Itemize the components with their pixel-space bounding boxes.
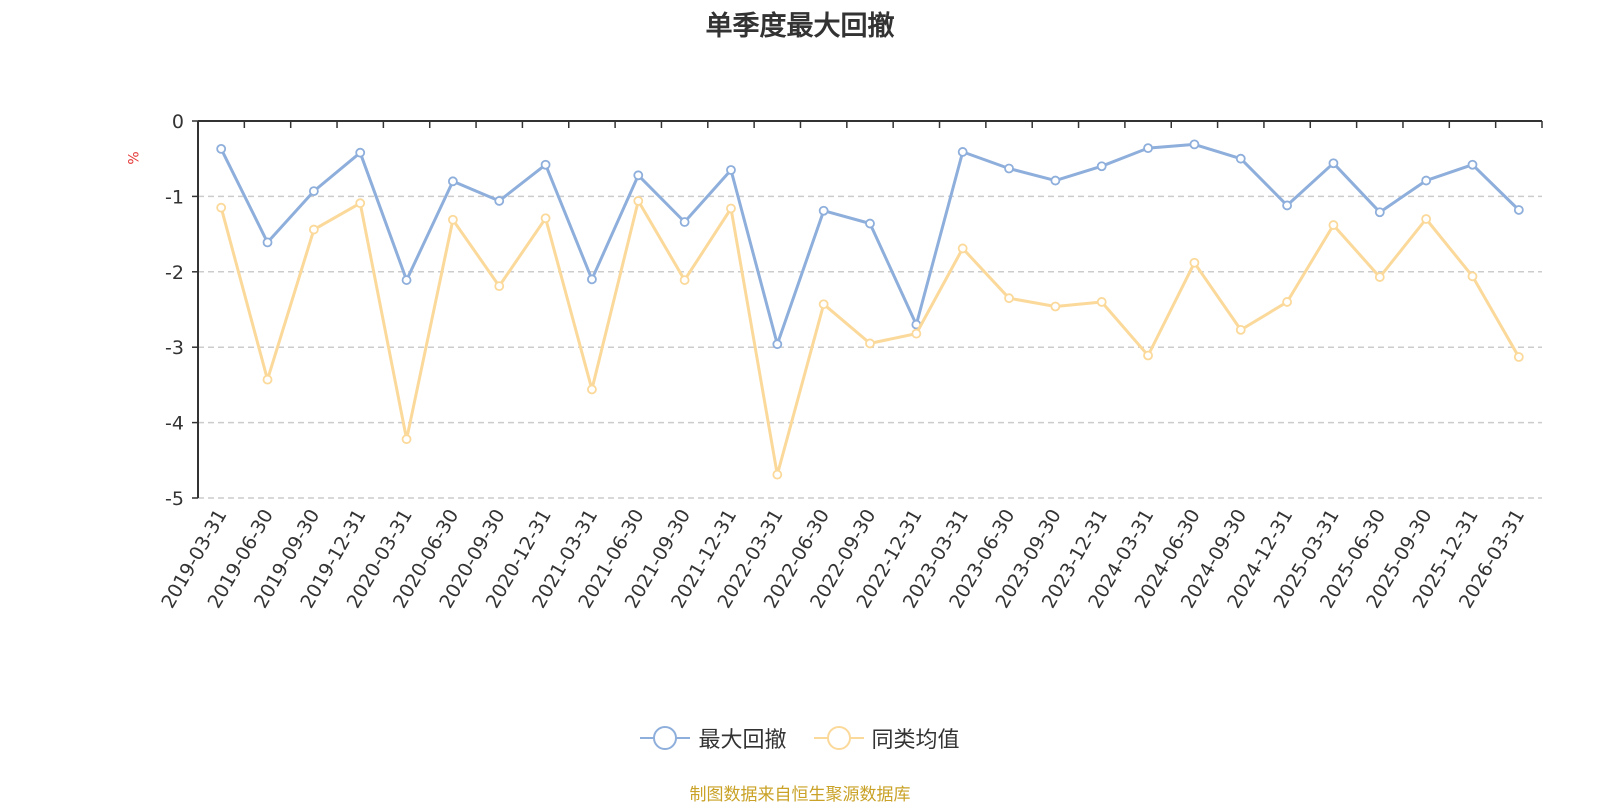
- y-axis-ticks: 0 -1 -2 -3 -4 -5: [165, 111, 198, 510]
- data-point: [1189, 139, 1200, 150]
- data-point: [401, 434, 412, 445]
- y-tick-label: -5: [165, 488, 184, 510]
- data-point: [1282, 297, 1293, 307]
- data-point: [308, 186, 319, 197]
- data-point: [1328, 220, 1339, 230]
- data-point: [772, 469, 783, 480]
- data-point: [494, 196, 505, 206]
- legend: 最大回撤 同类均值: [0, 722, 1600, 756]
- data-point: [679, 275, 690, 285]
- data-point: [1235, 153, 1246, 164]
- data-point: [216, 143, 227, 154]
- y-tick-label: -4: [165, 413, 184, 435]
- data-point: [726, 203, 736, 214]
- y-tick-label: -1: [165, 186, 184, 208]
- data-point: [679, 217, 690, 227]
- series-line: [219, 199, 1521, 477]
- data-point: [1421, 175, 1432, 186]
- data-point: [587, 274, 597, 285]
- legend-label-category-average: 同类均值: [871, 728, 960, 753]
- data-point: [540, 159, 551, 170]
- line-chart: 2019-03-312019-06-302019-09-302019-12-31…: [157, 111, 1543, 612]
- data-point: [308, 224, 319, 235]
- chart-title: 单季度最大回撤: [705, 11, 895, 42]
- data-point: [1096, 161, 1107, 172]
- data-point: [494, 281, 505, 292]
- data-point: [772, 339, 783, 350]
- legend-swatch-max-drawdown: [640, 726, 691, 750]
- y-tick-label: -2: [165, 262, 184, 284]
- data-point: [355, 198, 366, 209]
- data-point: [401, 275, 412, 285]
- data-point: [957, 147, 968, 157]
- data-point: [447, 176, 458, 187]
- data-point: [1050, 301, 1061, 312]
- legend-item-category-average[interactable]: 同类均值: [813, 722, 960, 754]
- data-point: [1143, 350, 1153, 361]
- data-point: [1282, 200, 1293, 211]
- data-point: [216, 202, 227, 213]
- data-point: [1467, 271, 1478, 282]
- legend-swatch-category-average: [813, 726, 864, 750]
- data-point: [726, 165, 736, 175]
- data-point: [818, 299, 829, 310]
- y-tick-label: -3: [165, 337, 184, 359]
- axes: [197, 120, 1542, 498]
- data-point: [1004, 163, 1014, 174]
- data-point: [1421, 214, 1432, 224]
- series-0: [216, 139, 1524, 350]
- data-point: [957, 243, 968, 254]
- data-point: [1328, 158, 1339, 169]
- data-point: [818, 205, 829, 216]
- y-tick-label: 0: [172, 111, 184, 133]
- series-line: [219, 142, 1520, 346]
- data-point: [1189, 257, 1200, 268]
- series-lines: [216, 139, 1524, 480]
- x-axis-ticks: 2019-03-312019-06-302019-09-302019-12-31…: [157, 121, 1543, 612]
- data-point: [1050, 175, 1061, 186]
- data-point: [1467, 159, 1478, 170]
- data-source-note: 制图数据来自恒生聚源数据库: [689, 785, 911, 805]
- data-point: [355, 147, 366, 158]
- data-point: [1143, 143, 1153, 154]
- data-point: [1374, 272, 1385, 282]
- data-point: [587, 384, 597, 395]
- data-point: [447, 214, 458, 225]
- data-point: [911, 328, 922, 339]
- data-point: [1374, 207, 1385, 218]
- legend-item-max-drawdown[interactable]: 最大回撤: [640, 722, 787, 754]
- data-point: [1513, 205, 1524, 215]
- data-point: [633, 196, 644, 206]
- data-point: [865, 338, 875, 349]
- data-point: [633, 170, 644, 181]
- series-1: [216, 196, 1524, 480]
- data-point: [262, 237, 273, 248]
- legend-label-max-drawdown: 最大回撤: [698, 728, 787, 753]
- data-point: [1004, 293, 1014, 304]
- data-point: [1096, 297, 1107, 307]
- data-point: [1235, 324, 1246, 335]
- data-point: [1513, 352, 1524, 362]
- data-point: [262, 374, 273, 385]
- data-point: [540, 213, 551, 224]
- data-point: [865, 218, 875, 229]
